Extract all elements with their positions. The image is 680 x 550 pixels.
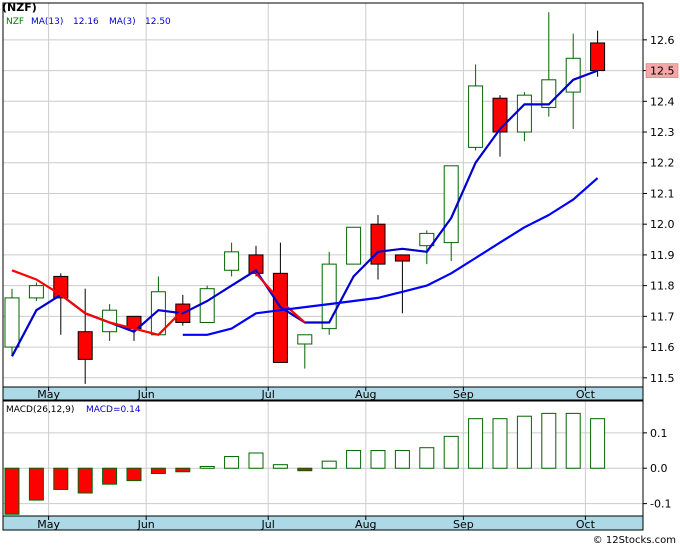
macd-x-tick-label: May [37,518,60,531]
macd-bar-positive [224,456,240,469]
candle-up [297,334,313,345]
candle-up [346,226,362,265]
legend-ma3-value: 12.50 [145,17,171,27]
price-y-tick-label: 12.2 [650,157,675,170]
macd-bar-positive [565,412,581,469]
price-date-axis-band [2,386,644,401]
macd-panel-frame [2,400,644,531]
price-y-tick-label: 12.4 [650,95,675,108]
price-x-tick-label: Sep [453,388,474,401]
price-y-tick-label: 12.0 [650,218,675,231]
macd-bar-negative [53,467,69,490]
macd-bar-positive [370,450,386,469]
macd-y-tick-label: -0.1 [650,498,671,511]
candle-up [321,263,337,330]
macd-panel-bg [3,401,643,516]
price-y-tick-label: 11.5 [650,372,675,385]
macd-bar-positive [443,435,459,469]
macd-bar-negative [4,467,20,515]
macd-date-axis-band [2,515,644,531]
ma-line-2 [182,177,599,336]
macd-bar-negative [150,467,166,475]
macd-y-tick-label: 0.1 [650,427,668,440]
price-y-tick-label: 11.6 [650,341,675,354]
legend-ticker: NZF [6,17,24,27]
price-y-tick-label: 12.1 [650,187,675,200]
price-y-tick-label: 11.8 [650,280,675,293]
macd-bar-negative [28,467,44,501]
legend-ma13-label: MA(13) [31,17,63,27]
macd-x-tick-label: Oct [576,518,596,531]
macd-legend-label: MACD(26,12,9) [6,405,74,415]
last-price-label: 12.5 [650,65,675,78]
macd-x-tick-label: Jun [137,518,155,531]
macd-bar-positive [199,465,215,469]
candle-down [77,331,93,360]
price-x-tick-label: Jun [137,388,155,401]
legend-ma3-label: MA(3) [109,17,136,27]
price-x-tick-label: Jul [261,388,275,401]
candle-down [590,42,606,72]
legend-ma13-value: 12.16 [73,17,99,27]
candle-up [199,288,215,323]
watermark: © 12Stocks.com [593,535,676,546]
macd-y-tick-label: 0.0 [650,462,668,475]
candle-down [272,272,288,363]
macd-x-tick-label: Sep [453,518,474,531]
macd-x-tick-label: Aug [355,518,376,531]
candle-up [516,94,532,133]
candle-up [4,297,20,348]
macd-bar-negative [126,467,142,482]
ma-line-1 [255,272,306,324]
ma-line-1 [11,269,184,336]
macd-bar-positive [272,464,288,469]
macd-bar-negative [175,467,191,473]
price-panel-bg [3,3,643,387]
macd-bar-positive [394,450,410,469]
macd-bar-positive [468,418,484,469]
macd-bar-positive [248,452,264,469]
price-y-tick-label: 11.7 [650,310,675,323]
chart-title: (NZF) [2,1,37,14]
candle-up [419,232,435,247]
macd-legend-value: MACD=0.14 [86,405,141,415]
macd-bar-positive [346,450,362,469]
price-y-tick-label: 12.3 [650,126,675,139]
candle-down [394,254,410,262]
macd-bar-negative [77,467,93,494]
candle-up [565,57,581,93]
price-panel-frame [2,2,644,401]
last-price-label-bg [645,63,679,78]
macd-bar-positive [590,418,606,469]
macd-bar-positive [321,460,337,469]
candle-up [28,285,44,299]
price-x-tick-label: May [37,388,60,401]
price-x-tick-label: Oct [576,388,596,401]
macd-bar-negative [102,467,118,485]
candle-up [224,251,240,271]
candle-up [468,85,484,148]
macd-bar-positive [419,447,435,469]
macd-bar-positive [516,415,532,469]
price-y-tick-label: 11.9 [650,249,675,262]
macd-bar-positive [492,418,508,469]
macd-x-tick-label: Jul [261,518,275,531]
price-x-tick-label: Aug [355,388,376,401]
macd-bar-negative [297,467,313,472]
candle-down [492,97,508,133]
price-y-tick-label: 12.6 [650,34,675,47]
macd-bar-positive [541,412,557,469]
